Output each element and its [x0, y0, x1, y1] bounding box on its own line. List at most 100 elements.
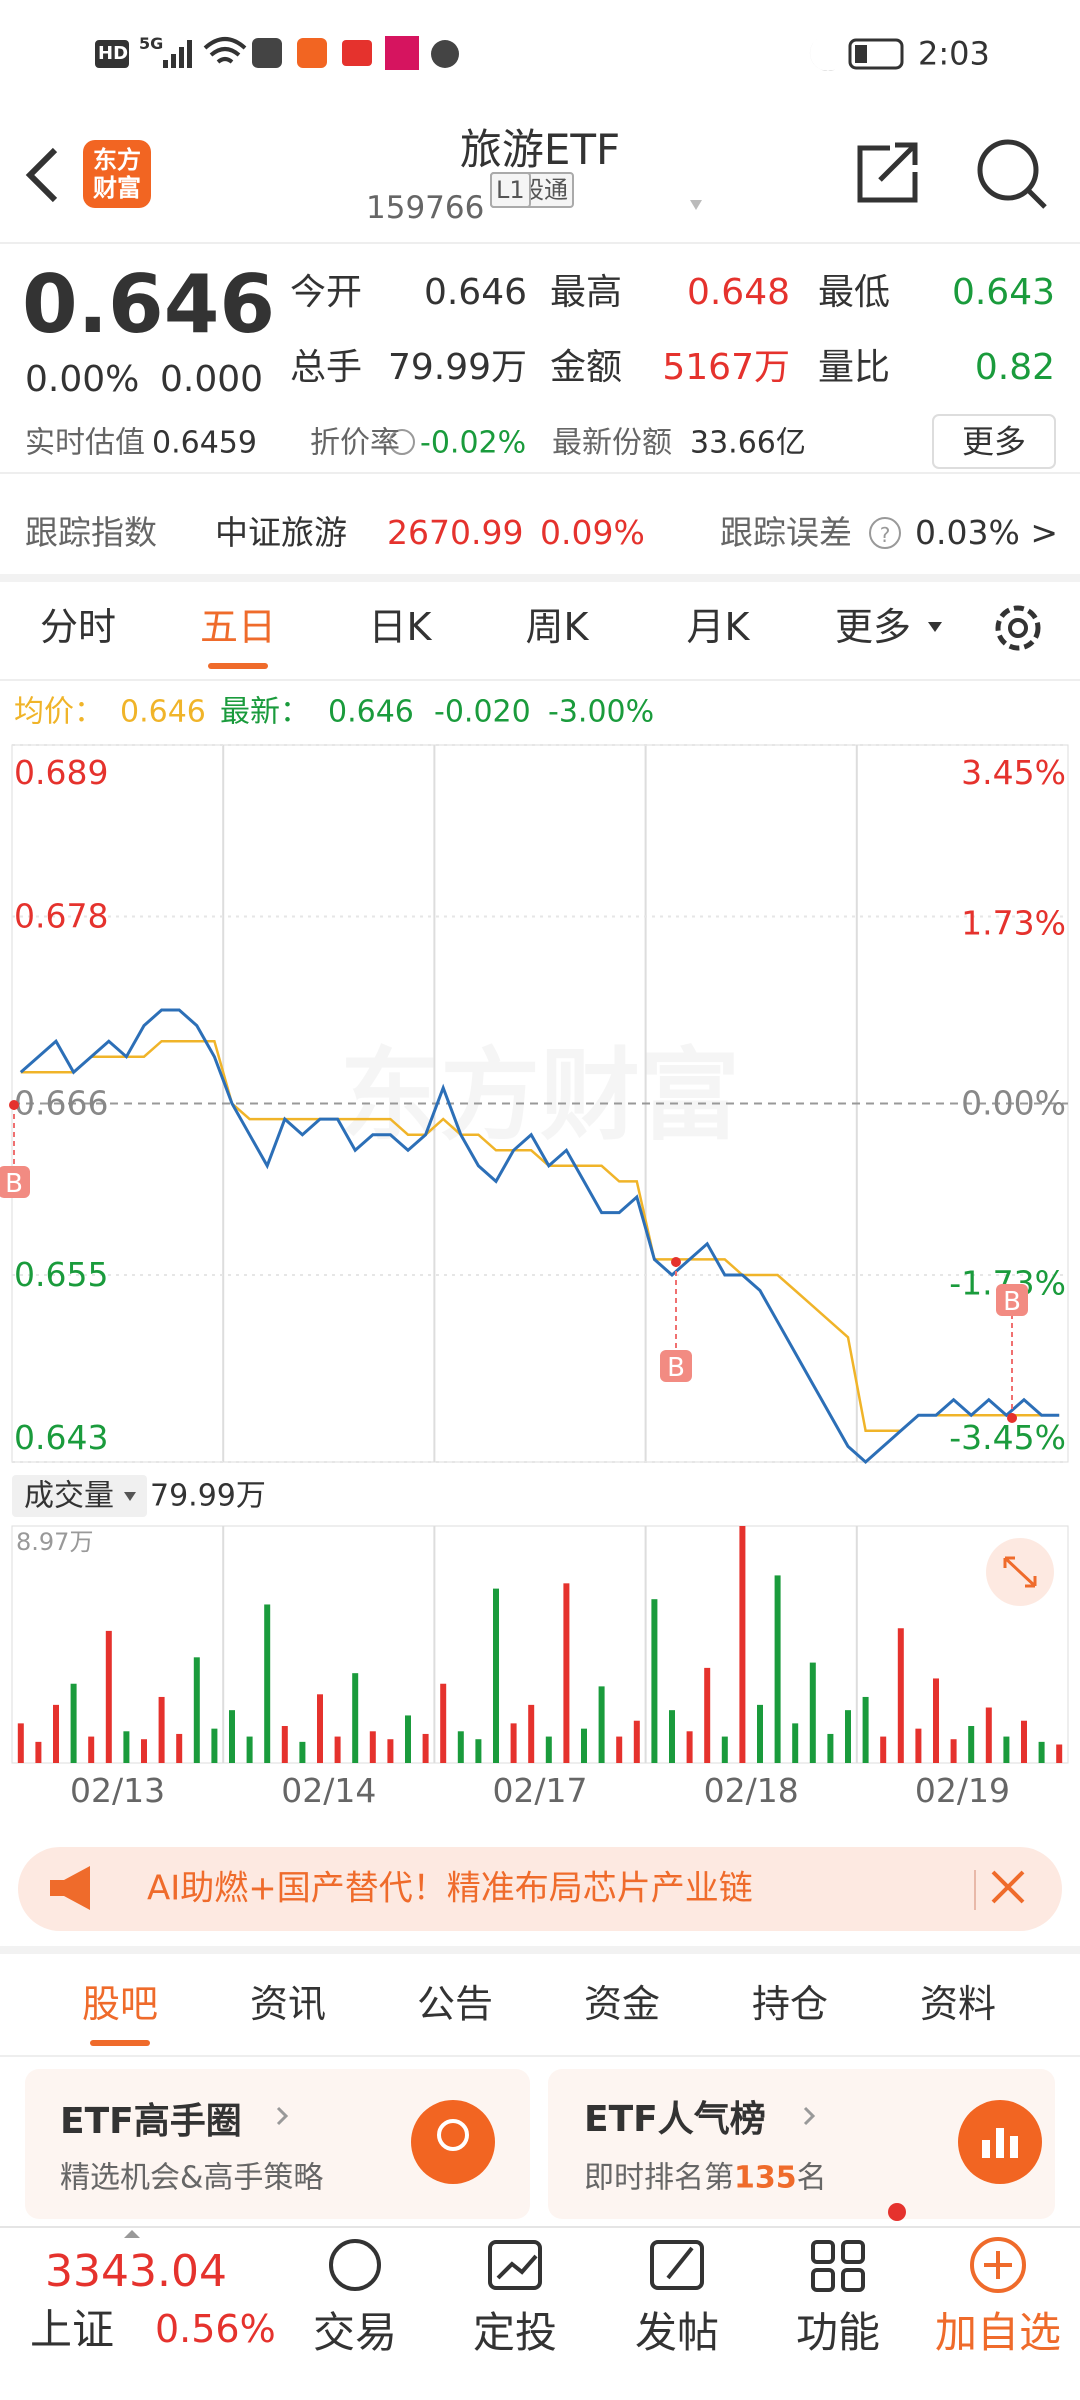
volume-selector[interactable]: [12, 1475, 147, 1517]
tab-underline: [90, 2040, 150, 2046]
tab[interactable]: 日K: [368, 605, 432, 650]
speaker-icon: [50, 1866, 90, 1910]
price-line: [19, 1008, 1060, 1465]
volume-bar: [616, 1736, 623, 1763]
clock: 2:03: [918, 34, 990, 73]
volume-bar: [457, 1731, 464, 1763]
field-label: 量比: [818, 347, 891, 389]
add-icon: [984, 2251, 1012, 2279]
tab[interactable]: 股吧: [81, 1982, 159, 2027]
volume-bar: [1056, 1744, 1063, 1763]
tab[interactable]: 持仓: [751, 1982, 829, 2027]
legend-change: -0.020: [434, 694, 531, 730]
dropdown-arrow[interactable]: [690, 200, 702, 210]
app-icon: [297, 38, 327, 68]
y-tick-label: 0.678: [14, 896, 108, 935]
error-label: 跟踪误差: [720, 512, 852, 552]
ad-close[interactable]: [991, 1870, 1025, 1904]
search-button[interactable]: [977, 139, 1047, 209]
tab[interactable]: 资料: [919, 1982, 997, 2027]
volume-bar: [880, 1736, 887, 1763]
info-icon[interactable]: [389, 429, 415, 455]
nav-item[interactable]: 功能: [795, 2307, 881, 2357]
tab[interactable]: 周K: [525, 605, 589, 650]
volume-bar: [193, 1657, 200, 1763]
card-title[interactable]: ETF高手圈: [60, 2101, 242, 2143]
volume-bar: [493, 1588, 499, 1763]
divider: [0, 472, 1080, 474]
nav-item[interactable]: 加自选: [934, 2307, 1062, 2357]
legend-avg: 0.646: [120, 694, 206, 730]
volume-bar: [651, 1599, 658, 1763]
tab[interactable]: 更多: [834, 605, 912, 650]
back-button[interactable]: [25, 147, 58, 203]
card-icon-glyph: [437, 2119, 469, 2151]
volume-bar: [528, 1704, 535, 1763]
volume-bar: [985, 1707, 992, 1763]
card-subtitle: 即时排名第135名: [584, 2162, 827, 2195]
volume-bar: [950, 1739, 957, 1763]
field-label: 总手: [290, 347, 363, 389]
tab[interactable]: 资讯: [249, 1982, 327, 2027]
more-text[interactable]: 更多: [961, 422, 1027, 461]
divider: [0, 242, 1080, 244]
legend-avg-label: 均价：: [14, 694, 104, 730]
tab[interactable]: 五日: [199, 605, 277, 650]
nav-item[interactable]: 交易: [312, 2307, 398, 2357]
volume-bar: [299, 1741, 306, 1763]
index-change: 0.56%: [155, 2307, 276, 2352]
x-tick-label: 02/18: [704, 1771, 799, 1810]
error-value[interactable]: 0.03% >: [915, 512, 1058, 552]
tab[interactable]: 公告: [416, 1982, 494, 2027]
trade-badge: [996, 1284, 1028, 1316]
help-icon[interactable]: [869, 517, 901, 549]
y2-tick-label: 1.73%: [961, 904, 1066, 943]
legend-last: 0.646: [328, 694, 414, 730]
field-value: 0.648: [686, 272, 790, 314]
card-title[interactable]: ETF人气榜: [584, 2099, 766, 2141]
y-tick-label: 0.689: [14, 753, 108, 792]
y-tick-label: 0.643: [14, 1418, 108, 1457]
volume-bar: [545, 1736, 552, 1763]
volume-bar: [845, 1710, 851, 1763]
volume-bar: [229, 1710, 235, 1763]
volume-bar: [792, 1723, 799, 1763]
dropdown-arrow[interactable]: [124, 1492, 136, 1501]
nav-icons: [329, 2239, 865, 2292]
tab[interactable]: 资金: [583, 1982, 661, 2027]
volume-bar: [211, 1728, 218, 1763]
ad-banner[interactable]: [18, 1847, 1062, 1931]
card[interactable]: [548, 2069, 1055, 2219]
dropdown-arrow[interactable]: [928, 622, 942, 632]
wechat-icon: [431, 40, 459, 68]
volume-bar: [35, 1741, 42, 1763]
volume-bar: [141, 1739, 147, 1763]
divider: [0, 679, 1080, 681]
card-icon: [411, 2100, 495, 2184]
trade-label: B: [667, 1353, 685, 1383]
share-button[interactable]: [857, 142, 918, 203]
field-value: 0.646: [423, 272, 527, 314]
more-button[interactable]: [932, 414, 1056, 469]
nav-item[interactable]: 定投: [472, 2307, 558, 2357]
volume-bar: [334, 1736, 341, 1763]
chevron: [276, 2106, 289, 2126]
settings-button[interactable]: [995, 605, 1041, 651]
volume-bar: [352, 1673, 359, 1763]
help-glyph: ?: [880, 523, 891, 547]
ad-text[interactable]: AI助燃+国产替代！精准布局芯片产业链: [147, 1868, 753, 1909]
code: 159766: [366, 189, 485, 226]
nav-item[interactable]: 发帖: [634, 2307, 720, 2357]
tab[interactable]: 分时: [39, 605, 117, 650]
trade-dot: [1007, 1413, 1017, 1423]
divider: [0, 2226, 1080, 2228]
expand-arrow[interactable]: [124, 2230, 140, 2238]
card[interactable]: [25, 2069, 530, 2219]
tracking-index[interactable]: 中证旅游: [215, 512, 347, 552]
field-value: 0.82: [974, 347, 1055, 389]
tab[interactable]: 月K: [686, 605, 750, 650]
volume-title[interactable]: 成交量: [24, 1478, 114, 1514]
volume-bar: [475, 1739, 482, 1763]
